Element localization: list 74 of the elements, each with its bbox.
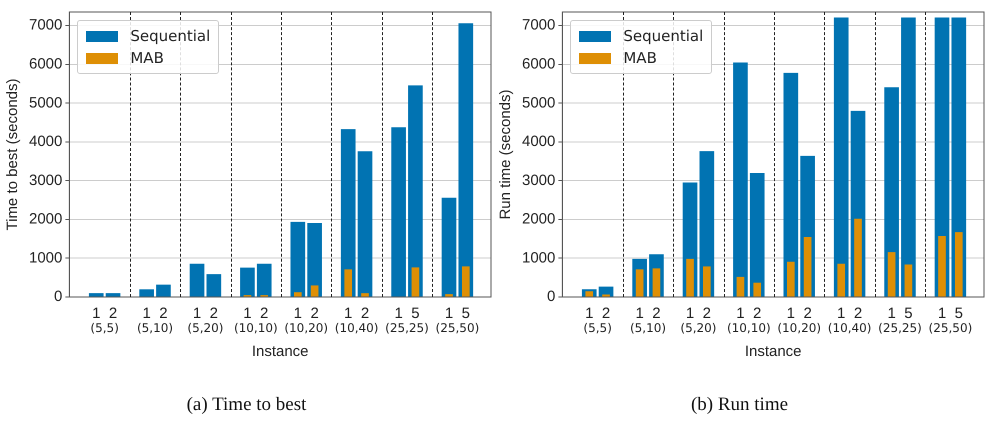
x-tick-label: 5 (411, 305, 420, 322)
text: (a) Time to best (186, 394, 308, 416)
text: (10,40) (334, 321, 378, 336)
x-tick-label: 1 (192, 305, 202, 322)
x-tick-label: 1 (444, 305, 454, 322)
x-tick-label: 1 (736, 305, 745, 322)
y-tick-label: 3000 (28, 172, 62, 189)
y-tick-label: 5000 (522, 94, 556, 112)
x-tick-label: 2 (310, 305, 319, 322)
x-tick-label: 1 (344, 305, 352, 322)
y-tick-label: 2000 (522, 210, 556, 228)
text: (5,10) (136, 321, 174, 336)
text: (5,5) (583, 321, 612, 336)
x-tick-label: 1 (243, 305, 252, 322)
y-tick-label: 3000 (522, 172, 556, 189)
text: (5,20) (680, 321, 716, 336)
y-tick-label: 1000 (522, 249, 556, 266)
text: (10,20) (284, 321, 328, 336)
x-tick-label: 1 (686, 305, 694, 322)
text: (25,25) (878, 321, 922, 336)
text: (5,5) (90, 321, 119, 336)
y-tick-label: 2000 (28, 210, 62, 228)
x-tick-label: 1 (92, 305, 100, 322)
x-tick-label: 2 (360, 305, 370, 322)
legend-label: Sequential (130, 27, 210, 45)
text: (25,50) (928, 321, 972, 336)
y-tick-label: 0 (54, 288, 62, 306)
x-tick-label: 1 (585, 305, 594, 322)
y-tick-label: 4000 (522, 133, 556, 150)
text: (10,10) (234, 321, 278, 336)
y-axis-title: Run time (seconds) (497, 89, 514, 220)
x-tick-label: 1 (394, 305, 403, 322)
x-tick-label: 5 (904, 305, 913, 322)
legend-label: MAB (130, 49, 164, 67)
x-tick-label: 2 (210, 305, 218, 322)
x-tick-label: 2 (753, 305, 762, 322)
x-tick-label: 2 (260, 305, 268, 322)
text: (b) Run time (690, 394, 790, 416)
x-axis-title: Instance (744, 343, 802, 360)
x-tick-label: 5 (462, 305, 470, 322)
text: (25,50) (436, 321, 480, 336)
y-tick-label: 7000 (28, 16, 62, 34)
x-tick-label: 2 (602, 305, 610, 322)
y-axis-title: Time to best (seconds) (4, 78, 22, 230)
y-tick-label: 5000 (28, 94, 62, 112)
text: (5,20) (187, 321, 224, 336)
x-tick-label: 1 (837, 305, 846, 322)
x-tick-label: 1 (786, 305, 795, 322)
x-tick-label: 2 (803, 305, 812, 322)
y-tick-label: 7000 (522, 16, 556, 34)
x-axis-title: Instance (252, 343, 309, 360)
x-tick-label: 2 (652, 305, 661, 322)
x-tick-label: 1 (887, 305, 896, 322)
y-tick-label: 6000 (522, 55, 556, 72)
text: (25,25) (385, 321, 429, 336)
y-tick-label: 0 (547, 288, 556, 306)
text: (10,20) (777, 321, 822, 336)
y-tick-label: 4000 (28, 133, 62, 150)
legend-label: Sequential (623, 27, 704, 45)
y-tick-label: 1000 (28, 249, 62, 266)
x-tick-label: 1 (294, 305, 302, 322)
x-tick-label: 2 (159, 305, 168, 322)
x-tick-label: 1 (635, 305, 644, 322)
x-tick-label: 2 (854, 305, 862, 322)
x-tick-label: 2 (702, 305, 712, 322)
y-tick-label: 6000 (28, 55, 62, 72)
x-tick-label: 5 (954, 305, 963, 322)
legend-label: MAB (623, 49, 657, 67)
text: (10,10) (726, 321, 771, 336)
text: (10,40) (828, 321, 872, 336)
x-tick-label: 1 (142, 305, 151, 322)
text: (5,10) (630, 321, 666, 336)
x-tick-label: 2 (108, 305, 118, 322)
x-tick-label: 1 (938, 305, 946, 322)
